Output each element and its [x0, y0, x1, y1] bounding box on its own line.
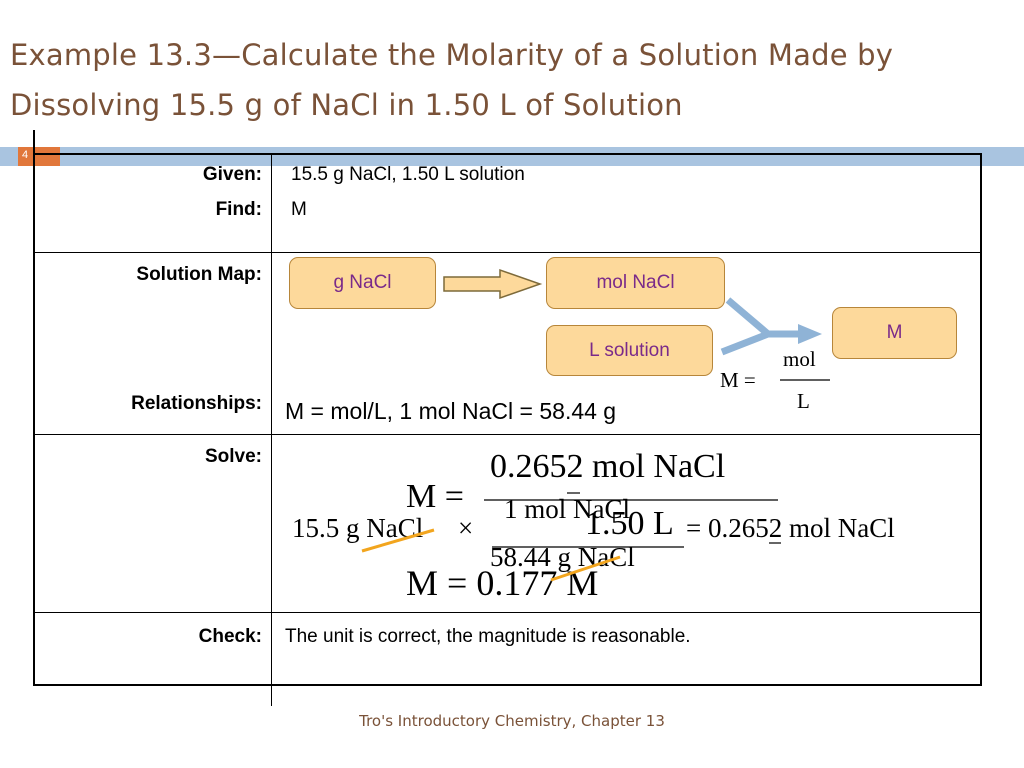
solution-map-label: Solution Map:	[136, 264, 262, 285]
calc-times: ×	[458, 513, 474, 543]
header-bar-left	[0, 147, 18, 166]
formula-numerator: mol	[783, 347, 816, 371]
slide-footer: Tro's Introductory Chemistry, Chapter 13	[359, 712, 665, 730]
slide-title: Example 13.3—Calculate the Molarity of a…	[10, 38, 894, 122]
calc-result: = 0.2652 mol NaCl	[686, 513, 895, 543]
find-value: M	[291, 199, 307, 220]
cancel-strike	[550, 555, 621, 582]
cancel-strike	[361, 528, 435, 553]
check-value: The unit is correct, the magnitude is re…	[285, 626, 691, 647]
find-label: Find:	[215, 199, 262, 220]
m-equation-denominator: 1.50 L	[585, 505, 674, 542]
calc-numerator: 1 mol NaCl	[504, 494, 630, 524]
box-l-solution: L solution	[546, 325, 713, 376]
solution-table	[34, 153, 982, 686]
table-column-divider	[271, 154, 272, 706]
header-bar-accent	[18, 147, 60, 166]
connector-line	[720, 330, 770, 356]
solve-label: Solve:	[204, 446, 262, 467]
row-divider	[35, 612, 981, 613]
box-m: M	[832, 307, 957, 359]
row-divider	[35, 252, 981, 253]
formula-denominator: L	[797, 389, 810, 413]
final-answer: M = 0.177 M	[406, 563, 599, 603]
m-equation-numerator: 0.2652 mol NaCl	[490, 448, 726, 485]
given-label: Given:	[202, 164, 262, 185]
slide-number: 4	[22, 149, 29, 161]
row-divider	[35, 434, 981, 435]
relationships-label: Relationships:	[131, 393, 262, 414]
check-label: Check:	[198, 626, 262, 647]
arrow-right-icon	[443, 268, 543, 300]
formula-lhs: M =	[720, 368, 756, 392]
box-g-nacl: g NaCl	[289, 257, 436, 309]
connector-arrowhead-icon	[798, 324, 822, 344]
given-value: 15.5 g NaCl, 1.50 L solution	[291, 164, 525, 185]
m-equation-lhs: M =	[406, 478, 464, 515]
table-left-border	[33, 130, 35, 686]
relationships-value: M = mol/L, 1 mol NaCl = 58.44 g	[285, 398, 617, 424]
connector-line	[725, 297, 771, 337]
box-mol-nacl: mol NaCl	[546, 257, 725, 309]
header-bar-right	[60, 147, 1024, 166]
